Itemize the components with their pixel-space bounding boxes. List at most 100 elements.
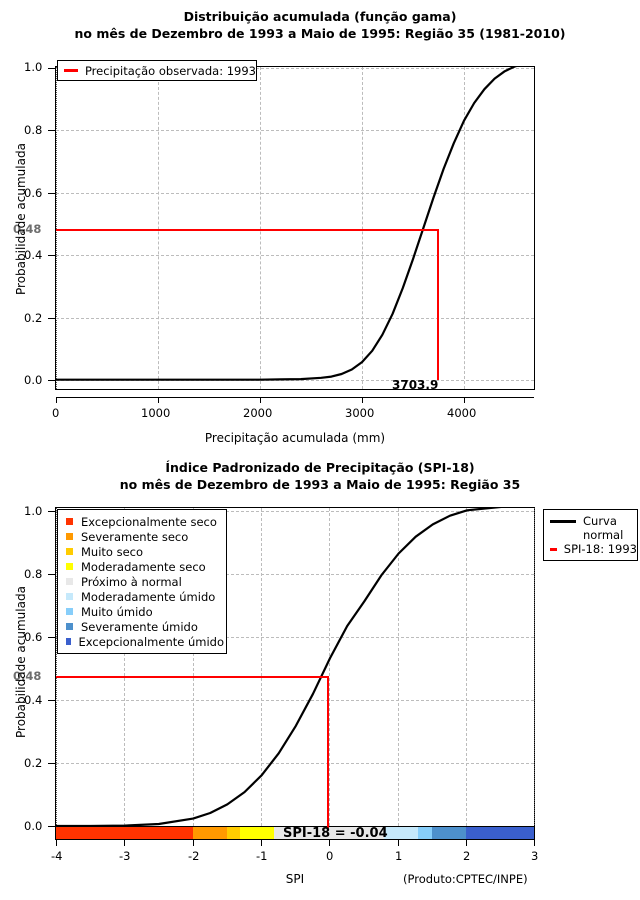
legend-row-spi18-1993: SPI-18: 1993 — [544, 542, 637, 556]
legend-point-swatch-excepcionalmente-seco — [66, 518, 73, 525]
bottom-xtickmark--3 — [124, 840, 125, 846]
bottom-ytickmark-0.6 — [48, 637, 55, 638]
top-observed-vertical-line — [437, 229, 439, 380]
bottom-ytickmark-0.2 — [48, 763, 55, 764]
top-gridline-y-1.0 — [56, 68, 534, 69]
top-chart-legend: Precipitação observada: 1993 — [57, 60, 257, 81]
bottom-ytick-highlight-0.48: 0.48 — [13, 669, 42, 683]
legend-label-curva-normal-line2: normal — [583, 528, 624, 542]
bottom-ytick-0.2: 0.2 — [24, 756, 43, 770]
top-xaxis-label: Precipitação acumulada (mm) — [204, 431, 386, 445]
legend-row-muito-umido: Muito úmido — [58, 604, 224, 619]
bottom-gridline-y-0.4 — [56, 700, 534, 701]
legend-point-swatch-moderadamente-seco — [66, 563, 73, 570]
bottom-ytickmark-0.8 — [48, 574, 55, 575]
legend-line-swatch-spacer — [550, 534, 576, 537]
top-gridline-x-2000 — [260, 67, 261, 389]
top-ytick-0.6: 0.6 — [24, 186, 43, 200]
legend-line-swatch-red-spi — [550, 547, 557, 551]
legend-label-moderadamente-umido: Moderadamente úmido — [81, 589, 216, 604]
top-ytickmark-0.4 — [48, 255, 55, 256]
colorbar-segment-excepcionalmente-seco — [56, 827, 193, 839]
top-gridline-x-0 — [56, 67, 57, 389]
spi-readout-label: SPI-18 = -0.04 — [283, 826, 388, 841]
colorbar-segment-proximo-a-normal — [274, 827, 384, 839]
legend-row-moderadamente-seco: Moderadamente seco — [58, 559, 224, 574]
top-xtickmark-1000 — [158, 397, 159, 403]
bottom-yaxis-label: Probabilidade acumulada — [14, 586, 28, 738]
legend-label-excepcionalmente-seco: Excepcionalmente seco — [81, 514, 217, 529]
top-ytickmark-1.0 — [48, 68, 55, 69]
legend-label-proximo-a-normal: Próximo à normal — [81, 574, 182, 589]
bottom-gridline-y-1.0 — [56, 511, 534, 512]
bottom-xtick--2: -2 — [188, 849, 200, 863]
bottom-xtickmark-0 — [329, 840, 330, 846]
bottom-xtick--3: -3 — [119, 849, 131, 863]
top-observed-horizontal-line — [56, 229, 438, 231]
bottom-xaxis-label: SPI — [285, 872, 305, 886]
bottom-spi-horizontal-line — [56, 676, 328, 678]
legend-label-moderadamente-seco: Moderadamente seco — [81, 559, 206, 574]
bottom-curve-legend: Curva normal SPI-18: 1993 — [543, 509, 638, 561]
legend-label-muito-umido: Muito úmido — [81, 604, 153, 619]
legend-label-excepcionalmente-umido: Excepcionalmente úmido — [78, 634, 224, 649]
top-chart-title-line1: Distribuição acumulada (função gama) — [183, 9, 457, 24]
bottom-ytick-0.0: 0.0 — [24, 819, 43, 833]
bottom-ytickmark-0.4 — [48, 700, 55, 701]
top-xtick-2000: 2000 — [243, 406, 273, 420]
bottom-xtick-3: 3 — [531, 849, 539, 863]
bottom-gridline-x--3 — [124, 508, 125, 831]
top-ytickmark-0.0 — [48, 380, 55, 381]
bottom-chart-title-line2: no mês de Dezembro de 1993 a Maio de 199… — [119, 477, 521, 492]
bottom-ytick-0.6: 0.6 — [24, 630, 43, 644]
legend-point-swatch-excepcionalmente-umido — [66, 638, 71, 645]
colorbar-segment-moderadamente-seco — [240, 827, 275, 839]
top-gridline-y-0.6 — [56, 193, 534, 194]
bottom-ytickmark-0.0 — [48, 826, 55, 827]
bottom-ytickmark-1.0 — [48, 511, 55, 512]
top-ytick-0.0: 0.0 — [24, 373, 43, 387]
legend-label-curva-normal-line1: Curva — [583, 514, 617, 528]
legend-label-muito-seco: Muito seco — [81, 544, 144, 559]
top-ytickmark-0.6 — [48, 193, 55, 194]
top-xtick-4000: 4000 — [447, 406, 477, 420]
bottom-spi-vertical-line — [327, 676, 329, 828]
legend-row-severamente-seco: Severamente seco — [58, 529, 224, 544]
legend-row-proximo-a-normal: Próximo à normal — [58, 574, 224, 589]
bottom-xtickmark-3 — [534, 840, 535, 846]
bottom-chart-title: Índice Padronizado de Precipitação (SPI-… — [0, 459, 640, 493]
top-observed-value-label: 3703.9 — [392, 378, 439, 392]
top-gridline-x-1000 — [158, 67, 159, 389]
top-ytick-highlight-0.48: 0.48 — [13, 222, 42, 236]
colorbar-segment-severamente-umido — [431, 827, 466, 839]
colorbar-segment-excepcionalmente-umido — [465, 827, 534, 839]
top-yaxis-label: Probabilidade acumulada — [14, 143, 28, 295]
legend-label-severamente-seco: Severamente seco — [81, 529, 189, 544]
bottom-gridline-x-2 — [466, 508, 467, 831]
legend-point-swatch-proximo-a-normal — [66, 578, 73, 585]
legend-point-swatch-severamente-seco — [66, 533, 73, 540]
legend-label-severamente-umido: Severamente úmido — [81, 619, 198, 634]
bottom-gridline-x-1 — [398, 508, 399, 831]
bottom-gridline-x--4 — [56, 508, 57, 831]
top-xtickmark-3000 — [362, 397, 363, 403]
top-xtick-3000: 3000 — [345, 406, 375, 420]
bottom-gridline-x--1 — [261, 508, 262, 831]
top-ytick-0.2: 0.2 — [24, 311, 43, 325]
top-ytickmark-0.2 — [48, 318, 55, 319]
bottom-gridline-y-0.6 — [56, 637, 534, 638]
legend-point-swatch-muito-seco — [66, 548, 73, 555]
top-ytickmark-0.8 — [48, 130, 55, 131]
bottom-xtick-0: 0 — [326, 849, 334, 863]
legend-line-swatch-black — [550, 519, 576, 523]
top-gridline-y-0.4 — [56, 255, 534, 256]
top-ytick-0.8: 0.8 — [24, 123, 43, 137]
top-xtick-0: 0 — [52, 406, 60, 420]
legend-point-swatch-severamente-umido — [66, 623, 73, 630]
legend-point-swatch-moderadamente-umido — [66, 593, 73, 600]
legend-row-muito-seco: Muito seco — [58, 544, 224, 559]
bottom-gridline-y-0.2 — [56, 763, 534, 764]
top-gridline-x-3000 — [362, 67, 363, 389]
bottom-category-legend: Excepcionalmente seco Severamente seco M… — [57, 509, 227, 654]
